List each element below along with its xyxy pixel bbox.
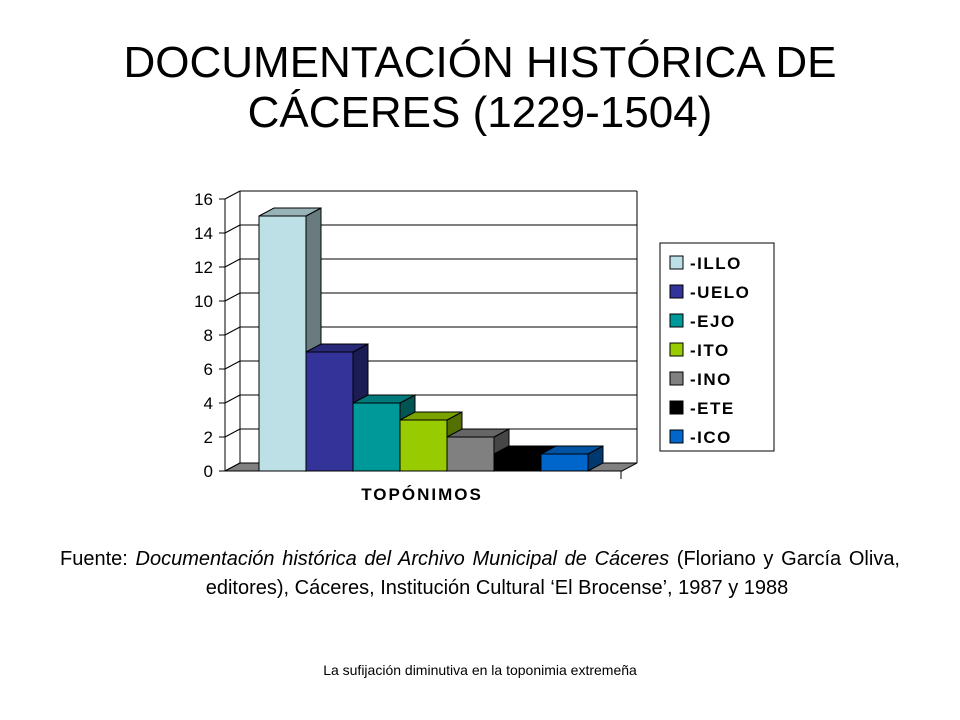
- y-tick-label: 2: [204, 428, 213, 447]
- slide-title-line2: CÁCERES (1229-1504): [247, 88, 713, 137]
- y-tick-label: 10: [194, 292, 213, 311]
- legend-label: -ICO: [690, 428, 732, 447]
- y-tick-label: 14: [194, 224, 213, 243]
- legend-label: -ITO: [690, 341, 730, 360]
- y-tick-label: 0: [204, 462, 213, 481]
- y-tick-label: 12: [194, 258, 213, 277]
- source-details: (Floriano y García Oliva, editores), Các…: [205, 548, 900, 599]
- y-tick-label: 6: [204, 360, 213, 379]
- y-tick-label: 8: [204, 326, 213, 345]
- bar-ejo: [352, 394, 416, 472]
- bar-front: [258, 215, 307, 472]
- chart-bars: [258, 207, 604, 472]
- gridline-diagonal: [224, 428, 241, 438]
- legend-label: -INO: [690, 370, 732, 389]
- legend-swatch: [669, 284, 684, 299]
- bar-front: [399, 419, 448, 472]
- legend-swatch: [669, 400, 684, 415]
- gridline-diagonal: [224, 394, 241, 404]
- legend-label: -ILLO: [690, 254, 742, 273]
- bar-front: [493, 453, 542, 472]
- gridline-diagonal: [224, 292, 241, 302]
- y-tick-label: 4: [204, 394, 213, 413]
- source-work-title: Documentación histórica del Archivo Muni…: [135, 548, 670, 570]
- legend-swatch: [669, 429, 684, 444]
- y-tick-label: 16: [194, 190, 213, 209]
- legend-swatch: [669, 313, 684, 328]
- chart-legend: -ILLO -UELO -EJO -ITO -INO -ETE -ICO: [659, 242, 775, 452]
- chart-y-ticks: 0 2 4 6 8 10 12 14 16: [194, 190, 225, 481]
- source-prefix: Fuente:: [60, 548, 136, 570]
- legend-swatch: [669, 342, 684, 357]
- slide-title-line1: DOCUMENTACIÓN HISTÓRICA DE: [123, 38, 837, 87]
- bar-front: [305, 351, 354, 472]
- gridline-diagonal: [224, 224, 241, 234]
- legend-swatch: [669, 371, 684, 386]
- bar-front: [446, 436, 495, 472]
- legend-label: -UELO: [690, 283, 750, 302]
- bar-uelo: [305, 343, 369, 472]
- footer-text: La sufijación diminutiva en la toponimia…: [323, 662, 637, 678]
- gridline-diagonal: [224, 360, 241, 370]
- bar-ico: [540, 445, 604, 472]
- bar-front: [352, 402, 401, 472]
- x-axis-label: TOPÓNIMOS: [361, 485, 483, 504]
- legend-label: -ETE: [690, 399, 735, 418]
- gridline-diagonal: [224, 190, 241, 200]
- legend-label: -EJO: [690, 312, 736, 331]
- gridline-diagonal: [224, 258, 241, 268]
- source-note: Fuente: Documentación histórica del Arch…: [60, 545, 900, 603]
- legend-swatch: [669, 255, 684, 270]
- slide-title: DOCUMENTACIÓN HISTÓRICA DE CÁCERES (1229…: [0, 38, 960, 138]
- gridline-diagonal: [224, 326, 241, 336]
- bar-ino: [446, 428, 510, 472]
- bar-front: [540, 453, 589, 472]
